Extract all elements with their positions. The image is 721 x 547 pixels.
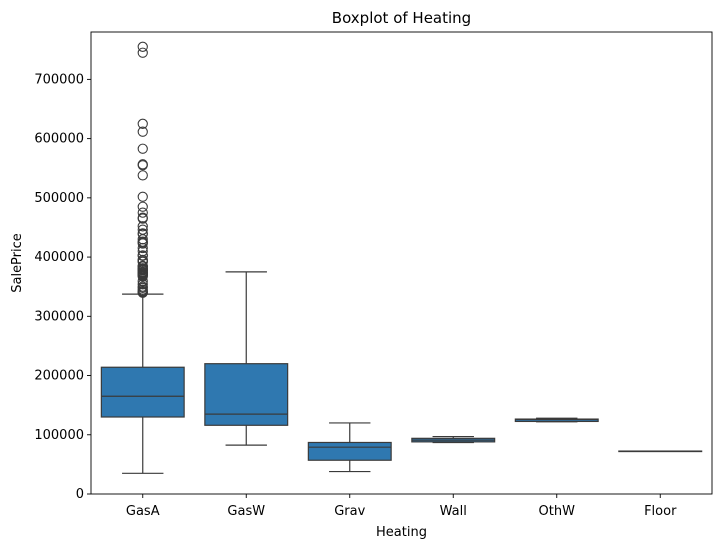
plot-frame [90,31,713,495]
outlier-point [137,213,148,224]
outlier-point [137,242,148,254]
outlier-point [137,126,148,137]
box-group-grav [307,422,392,473]
x-tick-label-wall: Wall [440,504,467,519]
y-tick-label: 400000 [34,250,84,265]
x-tick-label-othw: OthW [539,504,576,519]
outlier-point [137,250,148,262]
outlier-point [137,41,148,52]
outlier-point [137,47,148,58]
outlier-point [137,191,148,202]
y-tick-label: 200000 [34,369,84,384]
plot-area [100,41,703,474]
y-tick-label: 300000 [34,309,84,324]
y-tick-label: 0 [76,487,84,502]
outlier-point [137,279,148,290]
outlier-point [137,170,148,181]
chart-title: Boxplot of Heating [332,9,471,27]
y-tick-label: 600000 [34,132,84,147]
x-tick-label-gasa: GasA [126,504,160,519]
x-axis-label: Heating [376,525,427,540]
box-iqr [307,441,392,461]
box-group-floor [618,450,703,453]
x-tick-label-gasw: GasW [227,504,265,519]
box-group-gasw [204,271,289,446]
outlier-point [137,118,148,129]
outlier-point [137,143,148,154]
y-axis-label: SalePrice [10,233,25,293]
y-tick-label: 700000 [34,72,84,87]
y-tick-label: 100000 [34,428,84,443]
box-group-gasa [100,41,185,474]
axes: 0 100000 200000 300000 400000 500000 600000 700… [34,31,713,519]
outlier-point [137,256,148,267]
outlier-point [137,160,148,171]
box-group-wall [411,435,496,444]
outlier-point [137,221,148,232]
outlier-point [137,238,148,249]
outlier-point [137,207,148,218]
x-tick-label-floor: Floor [644,504,677,519]
outlier-point [137,271,148,282]
box-group-othw [514,417,599,423]
box-iqr [100,366,185,418]
x-tick-label-grav: Grav [334,504,365,519]
y-tick-label: 500000 [34,191,84,206]
box-iqr [204,363,289,426]
outlier-point [137,201,148,212]
outlier-point [137,287,148,298]
